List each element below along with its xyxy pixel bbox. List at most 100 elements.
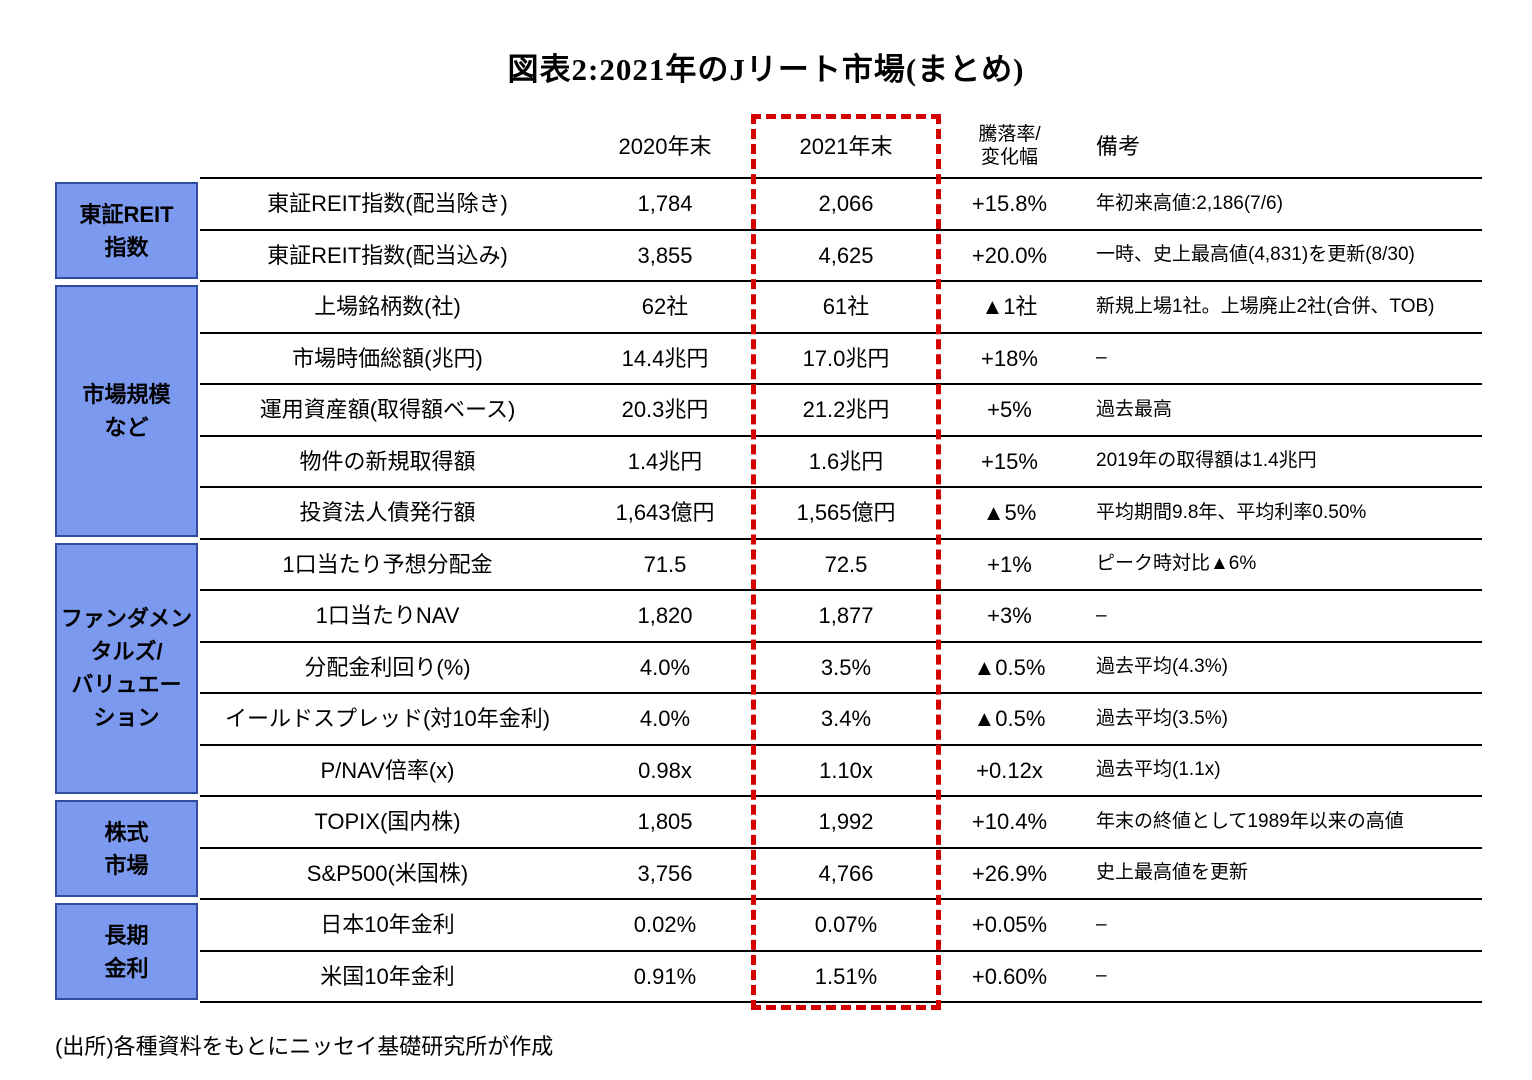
cell-v2020: 0.02%: [633, 912, 697, 938]
table-row: 東証REIT指数(配当込み) 3,855 4,625 +20.0% 一時、史上最高値(4…: [200, 231, 1482, 282]
group-label: 市場規模 など: [55, 285, 198, 537]
group-label-column: 東証REIT 指数: [55, 179, 200, 282]
cell-name: P/NAV倍率(x): [320, 757, 455, 783]
cell-v2020: 3,855: [637, 242, 693, 268]
cell-name: 分配金利回り(%): [304, 654, 471, 680]
cell-note: 過去平均(3.5%): [1096, 707, 1228, 729]
row-group: ファンダメン タルズ/ バリュエー ション 1口当たり予想分配金 71.5 72.5 +…: [55, 540, 1482, 797]
cell-v2020: 1,784: [637, 191, 693, 217]
group-label-column: 株式 市場: [55, 797, 200, 900]
table-row: 分配金利回り(%) 4.0% 3.5% ▲0.5% 過去平均(4.3%): [200, 643, 1482, 694]
cell-v2021: 0.07%: [814, 912, 878, 938]
source-note: (出所)各種資料をもとにニッセイ基礎研究所が作成: [55, 1034, 554, 1059]
table-header: 2020年末 2021年末 騰落率/ 変化幅 備考: [200, 117, 1482, 179]
cell-name: TOPIX(国内株): [314, 809, 461, 835]
cell-note: 新規上場1社。上場廃止2社(合併、TOB): [1096, 295, 1435, 317]
cell-name: 米国10年金利: [320, 963, 455, 989]
cell-v2021: 61社: [822, 294, 870, 320]
row-group: 東証REIT 指数 東証REIT指数(配当除き) 1,784 2,066 +15.8% 年…: [55, 179, 1482, 282]
cell-v2020: 4.0%: [639, 706, 691, 732]
cell-note: –: [1096, 913, 1107, 935]
cell-name: 東証REIT指数(配当除き): [267, 191, 508, 217]
group-rows: TOPIX(国内株) 1,805 1,992 +10.4% 年末の終値として1989年以…: [200, 797, 1482, 900]
table-row: 日本10年金利 0.02% 0.07% +0.05% –: [200, 900, 1482, 952]
table-row: S&P500(米国株) 3,756 4,766 +26.9% 史上最高値を更新: [200, 849, 1482, 900]
cell-change: +20.0%: [971, 242, 1048, 268]
table-row: 東証REIT指数(配当除き) 1,784 2,066 +15.8% 年初来高値:2,18…: [200, 179, 1482, 231]
group-rows: 東証REIT指数(配当除き) 1,784 2,066 +15.8% 年初来高値:2,18…: [200, 179, 1482, 282]
cell-v2020: 1,643億円: [615, 500, 715, 526]
cell-name: 1口当たりNAV: [315, 603, 460, 629]
cell-v2021: 1,992: [818, 809, 874, 835]
cell-note: ピーク時対比▲6%: [1096, 553, 1257, 575]
cell-change: +0.60%: [971, 963, 1048, 989]
cell-name: イールドスプレッド(対10年金利): [224, 706, 551, 732]
cell-change: +15%: [981, 448, 1038, 474]
cell-v2021: 4,625: [818, 242, 874, 268]
group-label: 東証REIT 指数: [55, 182, 198, 279]
group-rows: 上場銘柄数(社) 62社 61社 ▲1社 新規上場1社。上場廃止2社(合併、TOB) 市場…: [200, 282, 1482, 540]
table-row: 1口当たり予想分配金 71.5 72.5 +1% ピーク時対比▲6%: [200, 540, 1482, 591]
cell-v2020: 14.4兆円: [621, 345, 709, 371]
cell-change: ▲0.5%: [973, 706, 1046, 732]
table-row: 1口当たりNAV 1,820 1,877 +3% –: [200, 591, 1482, 643]
cell-change: +15.8%: [971, 191, 1048, 217]
cell-change: +10.4%: [971, 809, 1048, 835]
cell-note: 平均期間9.8年、平均利率0.50%: [1096, 501, 1367, 523]
group-rows: 日本10年金利 0.02% 0.07% +0.05% – 米国10年金利 0.91% 1.51…: [200, 900, 1482, 1003]
cell-v2020: 1,805: [637, 809, 693, 835]
cell-v2021: 1.6兆円: [808, 448, 884, 474]
table-row: イールドスプレッド(対10年金利) 4.0% 3.4% ▲0.5% 過去平均(3.5%): [200, 694, 1482, 746]
cell-v2021: 1.51%: [814, 963, 878, 989]
cell-note: 年末の終値として1989年以来の高値: [1096, 810, 1404, 832]
row-group: 長期 金利 日本10年金利 0.02% 0.07% +0.05% – 米国10年金利 0.91…: [55, 900, 1482, 1003]
group-label: 株式 市場: [55, 800, 198, 897]
cell-change: ▲5%: [982, 500, 1037, 526]
cell-v2021: 72.5: [824, 551, 868, 577]
col-header-2021: 2021年末: [799, 134, 893, 160]
group-rows: 1口当たり予想分配金 71.5 72.5 +1% ピーク時対比▲6% 1口当たりNAV 1,…: [200, 540, 1482, 797]
cell-name: 投資法人債発行額: [299, 500, 476, 526]
cell-name: 1口当たり予想分配金: [282, 551, 493, 577]
col-header-2020: 2020年末: [618, 134, 712, 160]
cell-v2021: 1,565億円: [796, 500, 896, 526]
cell-note: 一時、史上最高値(4,831)を更新(8/30): [1096, 244, 1415, 266]
cell-name: 東証REIT指数(配当込み): [267, 242, 508, 268]
cell-v2021: 17.0兆円: [802, 345, 890, 371]
table-row: 市場時価総額(兆円) 14.4兆円 17.0兆円 +18% –: [200, 334, 1482, 385]
cell-note: –: [1096, 347, 1107, 369]
cell-v2020: 0.98x: [638, 757, 692, 783]
row-group: 市場規模 など 上場銘柄数(社) 62社 61社 ▲1社 新規上場1社。上場廃止2社(合併…: [55, 282, 1482, 540]
cell-v2021: 4,766: [818, 860, 874, 886]
table-row: 運用資産額(取得額ベース) 20.3兆円 21.2兆円 +5% 過去最高: [200, 385, 1482, 437]
cell-note: 過去最高: [1096, 398, 1173, 420]
page-title: 図表2:2021年のJリート市場(まとめ): [507, 52, 1025, 87]
col-header-change: 騰落率/ 変化幅: [978, 124, 1041, 168]
table-row: TOPIX(国内株) 1,805 1,992 +10.4% 年末の終値として1989年以…: [200, 797, 1482, 849]
cell-v2020: 3,756: [637, 860, 693, 886]
cell-v2020: 1.4兆円: [627, 448, 703, 474]
group-label-column: 市場規模 など: [55, 282, 200, 540]
cell-change: +3%: [987, 603, 1032, 629]
cell-note: 年初来高値:2,186(7/6): [1096, 192, 1283, 214]
cell-v2021: 3.4%: [820, 706, 872, 732]
cell-v2021: 1,877: [818, 603, 874, 629]
cell-v2020: 71.5: [643, 551, 687, 577]
table-row: 物件の新規取得額 1.4兆円 1.6兆円 +15% 2019年の取得額は1.4兆円: [200, 437, 1482, 488]
cell-change: +26.9%: [971, 860, 1048, 886]
cell-name: 日本10年金利: [320, 912, 455, 938]
cell-v2021: 3.5%: [820, 654, 872, 680]
cell-note: 過去平均(4.3%): [1096, 656, 1228, 678]
cell-v2020: 20.3兆円: [621, 397, 709, 423]
cell-name: 上場銘柄数(社): [314, 294, 461, 320]
cell-change: +0.12x: [976, 757, 1043, 783]
cell-note: –: [1096, 965, 1107, 987]
group-label: ファンダメン タルズ/ バリュエー ション: [55, 542, 198, 794]
cell-change: ▲0.5%: [973, 654, 1046, 680]
cell-change: ▲1社: [981, 294, 1038, 320]
table-row: P/NAV倍率(x) 0.98x 1.10x +0.12x 過去平均(1.1x): [200, 746, 1482, 797]
table-row: 上場銘柄数(社) 62社 61社 ▲1社 新規上場1社。上場廃止2社(合併、TOB): [200, 282, 1482, 334]
row-group: 株式 市場 TOPIX(国内株) 1,805 1,992 +10.4% 年末の終値として1…: [55, 797, 1482, 900]
cell-v2020: 0.91%: [633, 963, 697, 989]
summary-table: 2020年末 2021年末 騰落率/ 変化幅 備考 東証REIT 指数 東証REI…: [55, 114, 1482, 1010]
